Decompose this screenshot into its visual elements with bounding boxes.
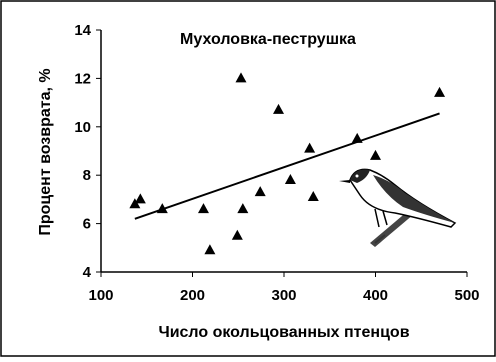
chart-title: Мухоловка-пеструшка — [180, 31, 356, 48]
point — [204, 244, 216, 255]
x-tick-label: 100 — [88, 287, 113, 304]
point — [237, 203, 249, 214]
point — [231, 229, 243, 240]
point — [129, 198, 141, 209]
bird-illustration — [339, 168, 457, 247]
y-tick-label: 12 — [74, 70, 91, 87]
point — [284, 174, 296, 185]
point — [156, 203, 168, 214]
point — [370, 149, 381, 160]
x-tick-label: 300 — [271, 287, 296, 304]
x-tick-label: 200 — [180, 287, 205, 304]
x-tick-label: 500 — [454, 287, 479, 304]
y-tick-label: 6 — [83, 216, 91, 233]
point — [197, 203, 209, 214]
y-tick-label: 4 — [83, 264, 92, 281]
point — [134, 193, 146, 204]
y-tick-label: 8 — [83, 167, 91, 184]
y-tick-label: 14 — [74, 22, 91, 39]
point — [235, 72, 247, 83]
y-tick-label: 10 — [74, 119, 91, 136]
point — [307, 190, 319, 201]
trend-line — [134, 112, 440, 220]
point — [434, 86, 446, 97]
x-axis-label: Число окольцованных птенцов — [158, 324, 409, 341]
x-tick-label: 400 — [363, 287, 388, 304]
point — [273, 103, 285, 114]
y-axis-label: Процент возврата, % — [37, 68, 54, 235]
point — [304, 142, 316, 153]
point — [351, 132, 363, 143]
point — [254, 186, 266, 197]
